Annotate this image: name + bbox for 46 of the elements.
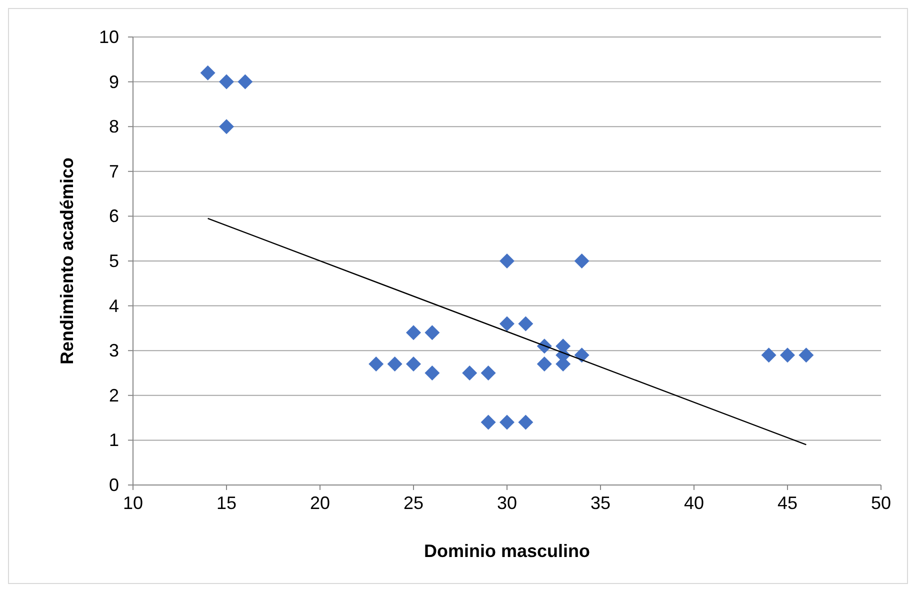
x-tick-label: 40 — [684, 493, 704, 513]
point — [238, 74, 253, 90]
y-tick-label: 3 — [108, 340, 119, 361]
point — [500, 316, 514, 332]
point — [480, 414, 496, 430]
point — [574, 348, 590, 363]
point — [219, 119, 234, 134]
point — [798, 348, 814, 363]
point — [462, 366, 478, 380]
point — [219, 74, 234, 90]
y-tick-label: 5 — [108, 251, 119, 271]
y-tick-label: 0 — [108, 475, 119, 495]
x-tick-label: 45 — [777, 493, 798, 513]
y-tick-label: 10 — [98, 27, 119, 47]
x-tick-label: 25 — [403, 493, 424, 513]
point — [500, 414, 514, 430]
point — [536, 356, 552, 372]
x-tick-label: 10 — [122, 493, 144, 513]
point — [518, 414, 534, 430]
point — [200, 65, 216, 80]
point — [780, 348, 795, 363]
y-tick-label: 2 — [108, 385, 119, 406]
x-tick-label: 20 — [310, 493, 330, 513]
y-tick-label: 9 — [108, 72, 119, 92]
point — [480, 366, 496, 380]
point — [424, 325, 440, 340]
point — [368, 356, 384, 372]
point — [761, 348, 776, 363]
y-tick-label: 7 — [108, 161, 119, 182]
point — [406, 325, 421, 340]
y-tick-label: 8 — [108, 116, 119, 137]
y-tick-label: 4 — [108, 296, 119, 316]
y-tick-label: 1 — [108, 430, 119, 450]
y-axis-title: Rendimiento académico — [57, 157, 77, 365]
point — [387, 356, 402, 372]
x-tick-label: 50 — [870, 493, 892, 513]
point — [424, 366, 440, 380]
x-tick-label: 35 — [590, 493, 611, 513]
point — [406, 356, 421, 372]
point — [500, 254, 514, 268]
x-tick-label: 15 — [216, 493, 237, 513]
x-tick-label: 30 — [496, 493, 518, 513]
point — [518, 316, 534, 332]
point — [574, 254, 590, 268]
y-tick-label: 6 — [108, 206, 119, 226]
x-axis-title: Dominio masculino — [424, 541, 590, 561]
